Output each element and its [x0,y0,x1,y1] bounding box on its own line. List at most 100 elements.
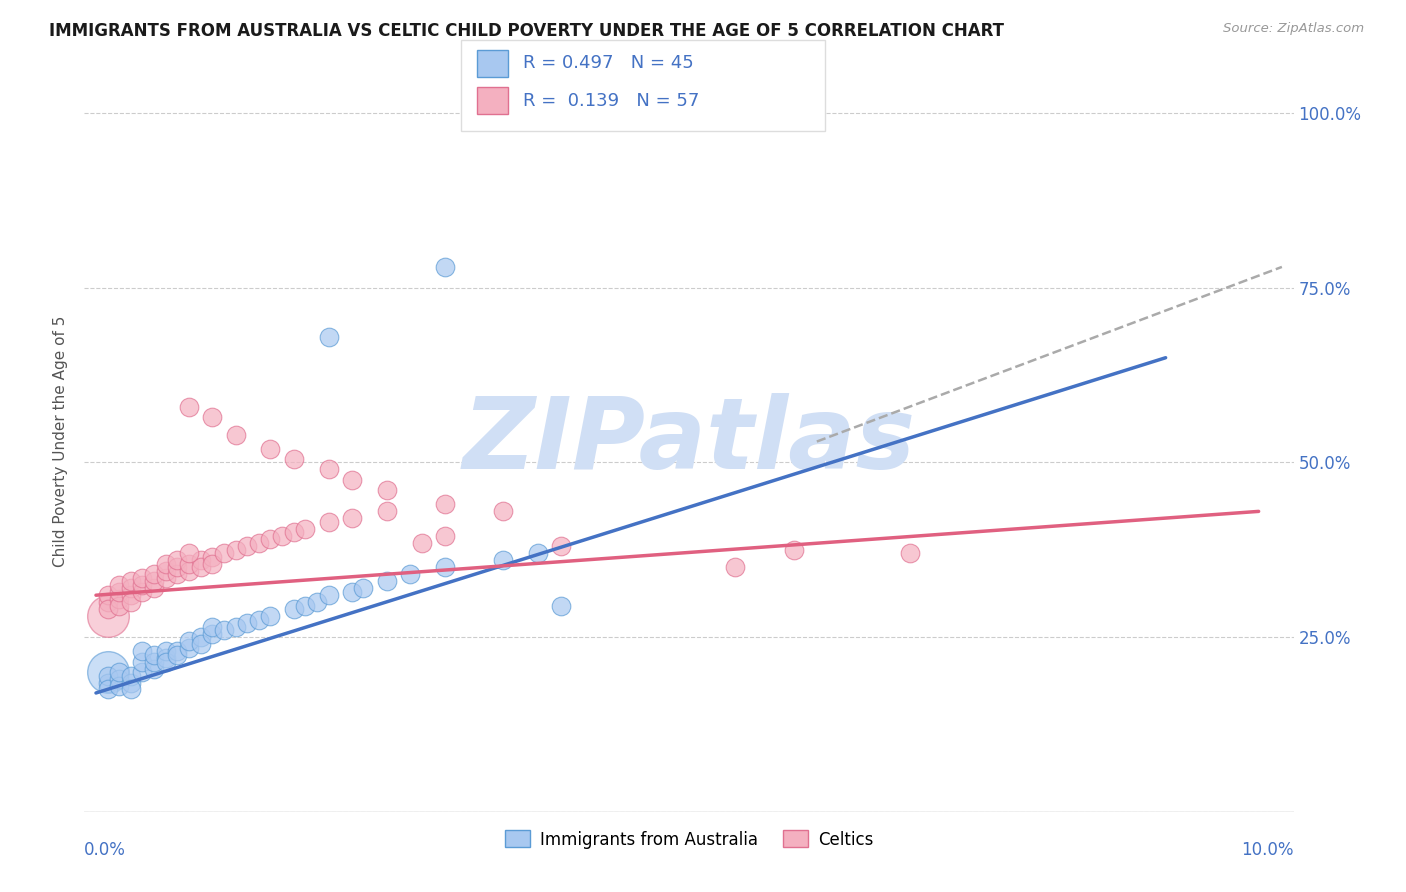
Point [190,553,212,567]
Text: Source: ZipAtlas.com: Source: ZipAtlas.com [1223,22,1364,36]
Point [166,560,188,574]
Point [97,668,120,682]
Point [433,260,456,274]
Point [190,560,212,574]
Point [143,661,166,675]
Point [143,648,166,662]
Text: 0.0%: 0.0% [84,841,127,859]
Point [166,648,188,662]
Point [271,529,294,543]
Point [375,483,398,498]
Point [201,410,224,425]
Point [190,637,212,651]
Text: 10.0%: 10.0% [1241,841,1294,859]
Point [131,655,153,669]
Point [283,525,305,540]
Point [120,668,142,682]
Point [120,682,142,697]
Point [120,588,142,602]
Point [166,567,188,582]
Point [155,644,177,658]
Point [177,557,200,571]
Point [177,633,200,648]
Point [247,536,270,550]
Point [492,553,515,567]
Point [294,599,316,613]
Point [108,672,131,686]
Point [283,452,305,467]
Text: ZIPatlas: ZIPatlas [463,393,915,490]
Point [236,616,259,631]
Point [411,536,433,550]
Text: R =  0.139   N = 57: R = 0.139 N = 57 [523,92,699,110]
Point [399,567,422,582]
Point [201,619,224,633]
Point [375,574,398,589]
Point [352,581,374,595]
Point [433,529,456,543]
Point [225,619,247,633]
Point [143,581,166,595]
Point [294,522,316,536]
Point [131,578,153,592]
Point [120,675,142,690]
Point [259,533,281,547]
Point [724,560,747,574]
Point [201,626,224,640]
Point [190,630,212,644]
Point [120,595,142,609]
Point [97,595,120,609]
Point [318,330,340,344]
Point [120,574,142,589]
Point [340,584,363,599]
Point [108,584,131,599]
Point [492,504,515,518]
Point [131,584,153,599]
Point [212,546,235,560]
Point [318,588,340,602]
Point [898,546,921,560]
Point [131,644,153,658]
Point [177,640,200,655]
Point [225,542,247,557]
Point [155,564,177,578]
Text: R = 0.497   N = 45: R = 0.497 N = 45 [523,54,693,72]
Point [108,591,131,606]
Point [201,549,224,564]
Text: IMMIGRANTS FROM AUSTRALIA VS CELTIC CHILD POVERTY UNDER THE AGE OF 5 CORRELATION: IMMIGRANTS FROM AUSTRALIA VS CELTIC CHIL… [49,22,1004,40]
Point [527,546,550,560]
Point [259,609,281,624]
Point [247,613,270,627]
Point [177,564,200,578]
Point [340,511,363,525]
Point [375,504,398,518]
Point [97,682,120,697]
Point [236,539,259,553]
Point [433,497,456,511]
Point [782,542,804,557]
Point [318,515,340,529]
Point [97,675,120,690]
Point [97,588,120,602]
Point [340,473,363,487]
Point [108,599,131,613]
Legend: Immigrants from Australia, Celtics: Immigrants from Australia, Celtics [498,823,880,855]
Point [155,557,177,571]
Point [166,553,188,567]
Point [143,567,166,582]
Point [131,571,153,585]
Point [108,578,131,592]
Point [433,560,456,574]
Point [97,602,120,616]
Point [212,623,235,637]
Point [177,546,200,560]
Point [155,571,177,585]
Point [155,655,177,669]
Point [155,651,177,665]
Point [201,557,224,571]
Point [143,574,166,589]
Point [318,462,340,476]
Point [225,427,247,442]
Point [120,581,142,595]
Y-axis label: Child Poverty Under the Age of 5: Child Poverty Under the Age of 5 [53,316,69,567]
